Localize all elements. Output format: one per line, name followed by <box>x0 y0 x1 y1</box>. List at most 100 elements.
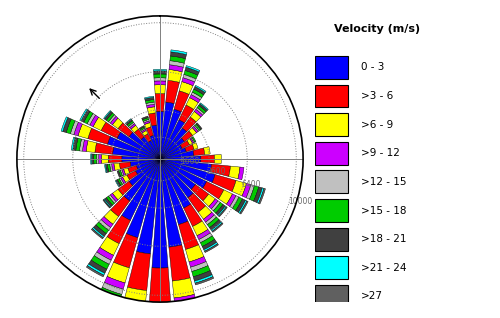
Bar <box>210 164 231 176</box>
Bar <box>144 121 150 125</box>
Bar <box>91 256 109 269</box>
Bar <box>128 122 134 128</box>
Bar <box>191 184 208 201</box>
Text: >15 - 18: >15 - 18 <box>361 205 407 216</box>
Bar <box>218 207 227 217</box>
Bar <box>112 118 123 129</box>
Bar <box>195 277 214 285</box>
Bar <box>81 110 90 122</box>
Bar <box>76 138 82 151</box>
FancyBboxPatch shape <box>315 228 348 251</box>
Bar <box>160 128 186 159</box>
Bar <box>112 164 115 171</box>
Bar <box>168 70 182 82</box>
FancyBboxPatch shape <box>315 170 348 193</box>
Bar <box>128 166 138 173</box>
Bar <box>188 193 206 212</box>
Bar <box>186 98 198 109</box>
Bar <box>72 137 75 150</box>
Bar <box>216 204 226 215</box>
Bar <box>86 266 104 277</box>
Bar <box>128 252 150 291</box>
Bar <box>212 201 220 211</box>
Text: Velocity (m/s): Velocity (m/s) <box>334 24 420 34</box>
Bar <box>118 170 122 177</box>
Bar <box>120 312 144 318</box>
Bar <box>254 187 262 203</box>
Bar <box>104 111 112 120</box>
Bar <box>160 151 194 159</box>
Bar <box>200 103 208 110</box>
Bar <box>101 122 120 138</box>
Bar <box>190 261 208 272</box>
Bar <box>155 93 165 111</box>
Text: >3 - 6: >3 - 6 <box>361 91 394 101</box>
Bar <box>112 147 160 159</box>
Bar <box>174 294 196 305</box>
FancyBboxPatch shape <box>315 256 348 279</box>
Bar <box>108 115 116 123</box>
Bar <box>80 139 84 151</box>
Bar <box>186 66 200 72</box>
Bar <box>160 159 182 247</box>
Bar <box>218 206 226 216</box>
Bar <box>144 123 151 128</box>
Bar <box>240 201 248 214</box>
Bar <box>107 215 130 244</box>
Bar <box>117 171 120 177</box>
Bar <box>226 194 236 206</box>
Bar <box>87 114 96 125</box>
Bar <box>192 126 198 133</box>
Bar <box>102 155 108 163</box>
Text: >12 - 15: >12 - 15 <box>361 177 407 187</box>
Bar <box>166 80 179 104</box>
Bar <box>94 154 96 164</box>
Bar <box>197 229 210 239</box>
Bar <box>116 180 121 187</box>
Bar <box>118 181 132 195</box>
Bar <box>110 193 118 202</box>
Bar <box>246 185 254 199</box>
Text: >27: >27 <box>361 291 384 301</box>
Bar <box>88 264 105 275</box>
Bar <box>80 109 88 121</box>
Bar <box>78 124 92 139</box>
Bar <box>108 164 111 172</box>
Bar <box>96 154 99 164</box>
Bar <box>106 164 108 172</box>
Bar <box>118 123 132 137</box>
Bar <box>92 227 104 238</box>
Bar <box>204 147 210 155</box>
Bar <box>191 92 202 100</box>
Bar <box>160 159 206 188</box>
Bar <box>169 65 184 72</box>
Bar <box>195 85 206 93</box>
Bar <box>171 50 187 55</box>
Bar <box>146 127 154 137</box>
Bar <box>185 144 194 152</box>
Bar <box>146 102 154 106</box>
Bar <box>114 233 138 268</box>
Bar <box>169 245 190 281</box>
Bar <box>179 105 194 123</box>
Bar <box>160 145 182 159</box>
Bar <box>121 305 145 316</box>
Bar <box>194 109 203 117</box>
Bar <box>150 135 160 159</box>
Bar <box>84 111 93 124</box>
Bar <box>186 245 204 262</box>
Bar <box>214 155 222 163</box>
Bar <box>129 132 160 159</box>
FancyBboxPatch shape <box>315 113 348 136</box>
Bar <box>204 244 218 252</box>
Bar <box>172 278 195 298</box>
FancyBboxPatch shape <box>315 142 348 165</box>
Bar <box>136 159 160 254</box>
Bar <box>142 116 148 120</box>
Bar <box>122 159 160 220</box>
Bar <box>160 159 212 172</box>
Bar <box>190 94 200 103</box>
Bar <box>129 159 160 186</box>
Text: 0 - 3: 0 - 3 <box>361 62 384 73</box>
Text: >21 - 24: >21 - 24 <box>361 263 407 273</box>
